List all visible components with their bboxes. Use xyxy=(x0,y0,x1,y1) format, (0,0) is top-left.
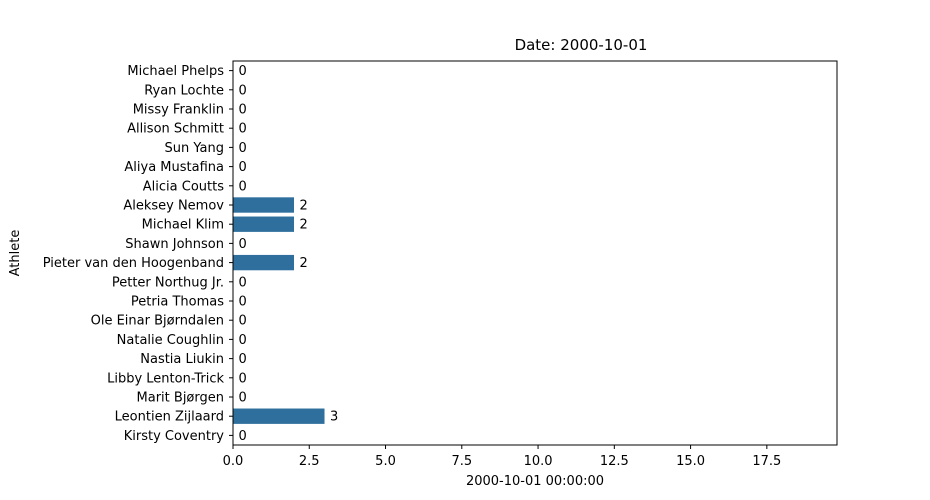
data-label: 0 xyxy=(239,391,247,406)
x-tick-label: 7.5 xyxy=(451,454,472,469)
data-label: 2 xyxy=(300,256,308,271)
data-label: 0 xyxy=(239,122,247,137)
data-label: 0 xyxy=(239,314,247,329)
y-tick-label: Natalie Coughlin xyxy=(117,333,224,348)
data-label: 0 xyxy=(239,295,247,310)
y-tick-label: Petria Thomas xyxy=(131,295,224,310)
y-tick-label: Missy Franklin xyxy=(133,103,224,118)
bar xyxy=(233,254,295,271)
x-axis-label: 2000-10-01 00:00:00 xyxy=(466,474,604,489)
data-label: 0 xyxy=(239,103,247,118)
data-label: 0 xyxy=(239,179,247,194)
y-tick-label: Aliya Mustafina xyxy=(124,160,224,175)
x-tick-label: 10.0 xyxy=(524,454,553,469)
y-tick-labels: Michael Phelps Ryan Lochte Missy Franklin A… xyxy=(43,64,233,444)
data-label: 0 xyxy=(239,141,247,156)
data-label: 0 xyxy=(239,237,247,252)
data-label: 0 xyxy=(239,275,247,290)
y-axis-label: Athlete xyxy=(8,230,23,277)
x-tick-label: 5.0 xyxy=(375,454,396,469)
y-tick-label: Alicia Coutts xyxy=(143,179,224,194)
x-tick-label: 17.5 xyxy=(752,454,781,469)
data-label: 2 xyxy=(300,199,308,214)
y-tick-label: Sun Yang xyxy=(165,141,224,156)
data-label: 0 xyxy=(239,83,247,98)
y-tick-label: Shawn Johnson xyxy=(125,237,224,252)
y-tick-label: Kirsty Coventry xyxy=(124,429,225,444)
data-label: 0 xyxy=(239,352,247,367)
data-label: 2 xyxy=(300,218,308,233)
data-label: 0 xyxy=(239,160,247,175)
y-tick-label: Marit Bjørgen xyxy=(137,391,224,406)
y-tick-label: Pieter van den Hoogenband xyxy=(43,256,224,271)
x-tick-label: 15.0 xyxy=(676,454,705,469)
data-label: 0 xyxy=(239,429,247,444)
y-tick-label: Michael Phelps xyxy=(127,64,224,79)
plot-frame xyxy=(232,60,838,446)
y-tick-label: Michael Klim xyxy=(142,218,224,233)
y-tick-label: Ole Einar Bjørndalen xyxy=(91,314,224,329)
bars-group xyxy=(233,197,325,424)
data-label: 0 xyxy=(239,333,247,348)
x-axis-ticks: 0.0 2.5 5.0 7.5 10.0 12.5 15.0 17.5 xyxy=(223,445,781,469)
y-tick-label: Ryan Lochte xyxy=(144,83,224,98)
bar xyxy=(233,408,325,424)
data-label: 0 xyxy=(239,64,247,79)
y-tick-label: Leontien Zijlaard xyxy=(115,410,224,425)
y-tick-label: Aleksey Nemov xyxy=(123,199,224,214)
y-tick-label: Nastia Liukin xyxy=(140,352,224,367)
data-label: 3 xyxy=(330,410,338,425)
bar xyxy=(233,216,295,232)
bar xyxy=(233,197,295,213)
y-tick-label: Libby Lenton-Trick xyxy=(107,371,224,386)
data-label: 0 xyxy=(239,371,247,386)
y-tick-label: Allison Schmitt xyxy=(127,122,224,137)
chart-title: Date: 2000-10-01 xyxy=(515,36,648,54)
x-tick-label: 12.5 xyxy=(600,454,629,469)
x-tick-label: 2.5 xyxy=(299,454,320,469)
data-labels: 0 0 0 0 0 0 0 2 2 0 2 0 0 0 0 0 0 0 3 0 xyxy=(239,64,339,444)
x-tick-label: 0.0 xyxy=(223,454,244,469)
y-tick-label: Petter Northug Jr. xyxy=(112,275,224,290)
